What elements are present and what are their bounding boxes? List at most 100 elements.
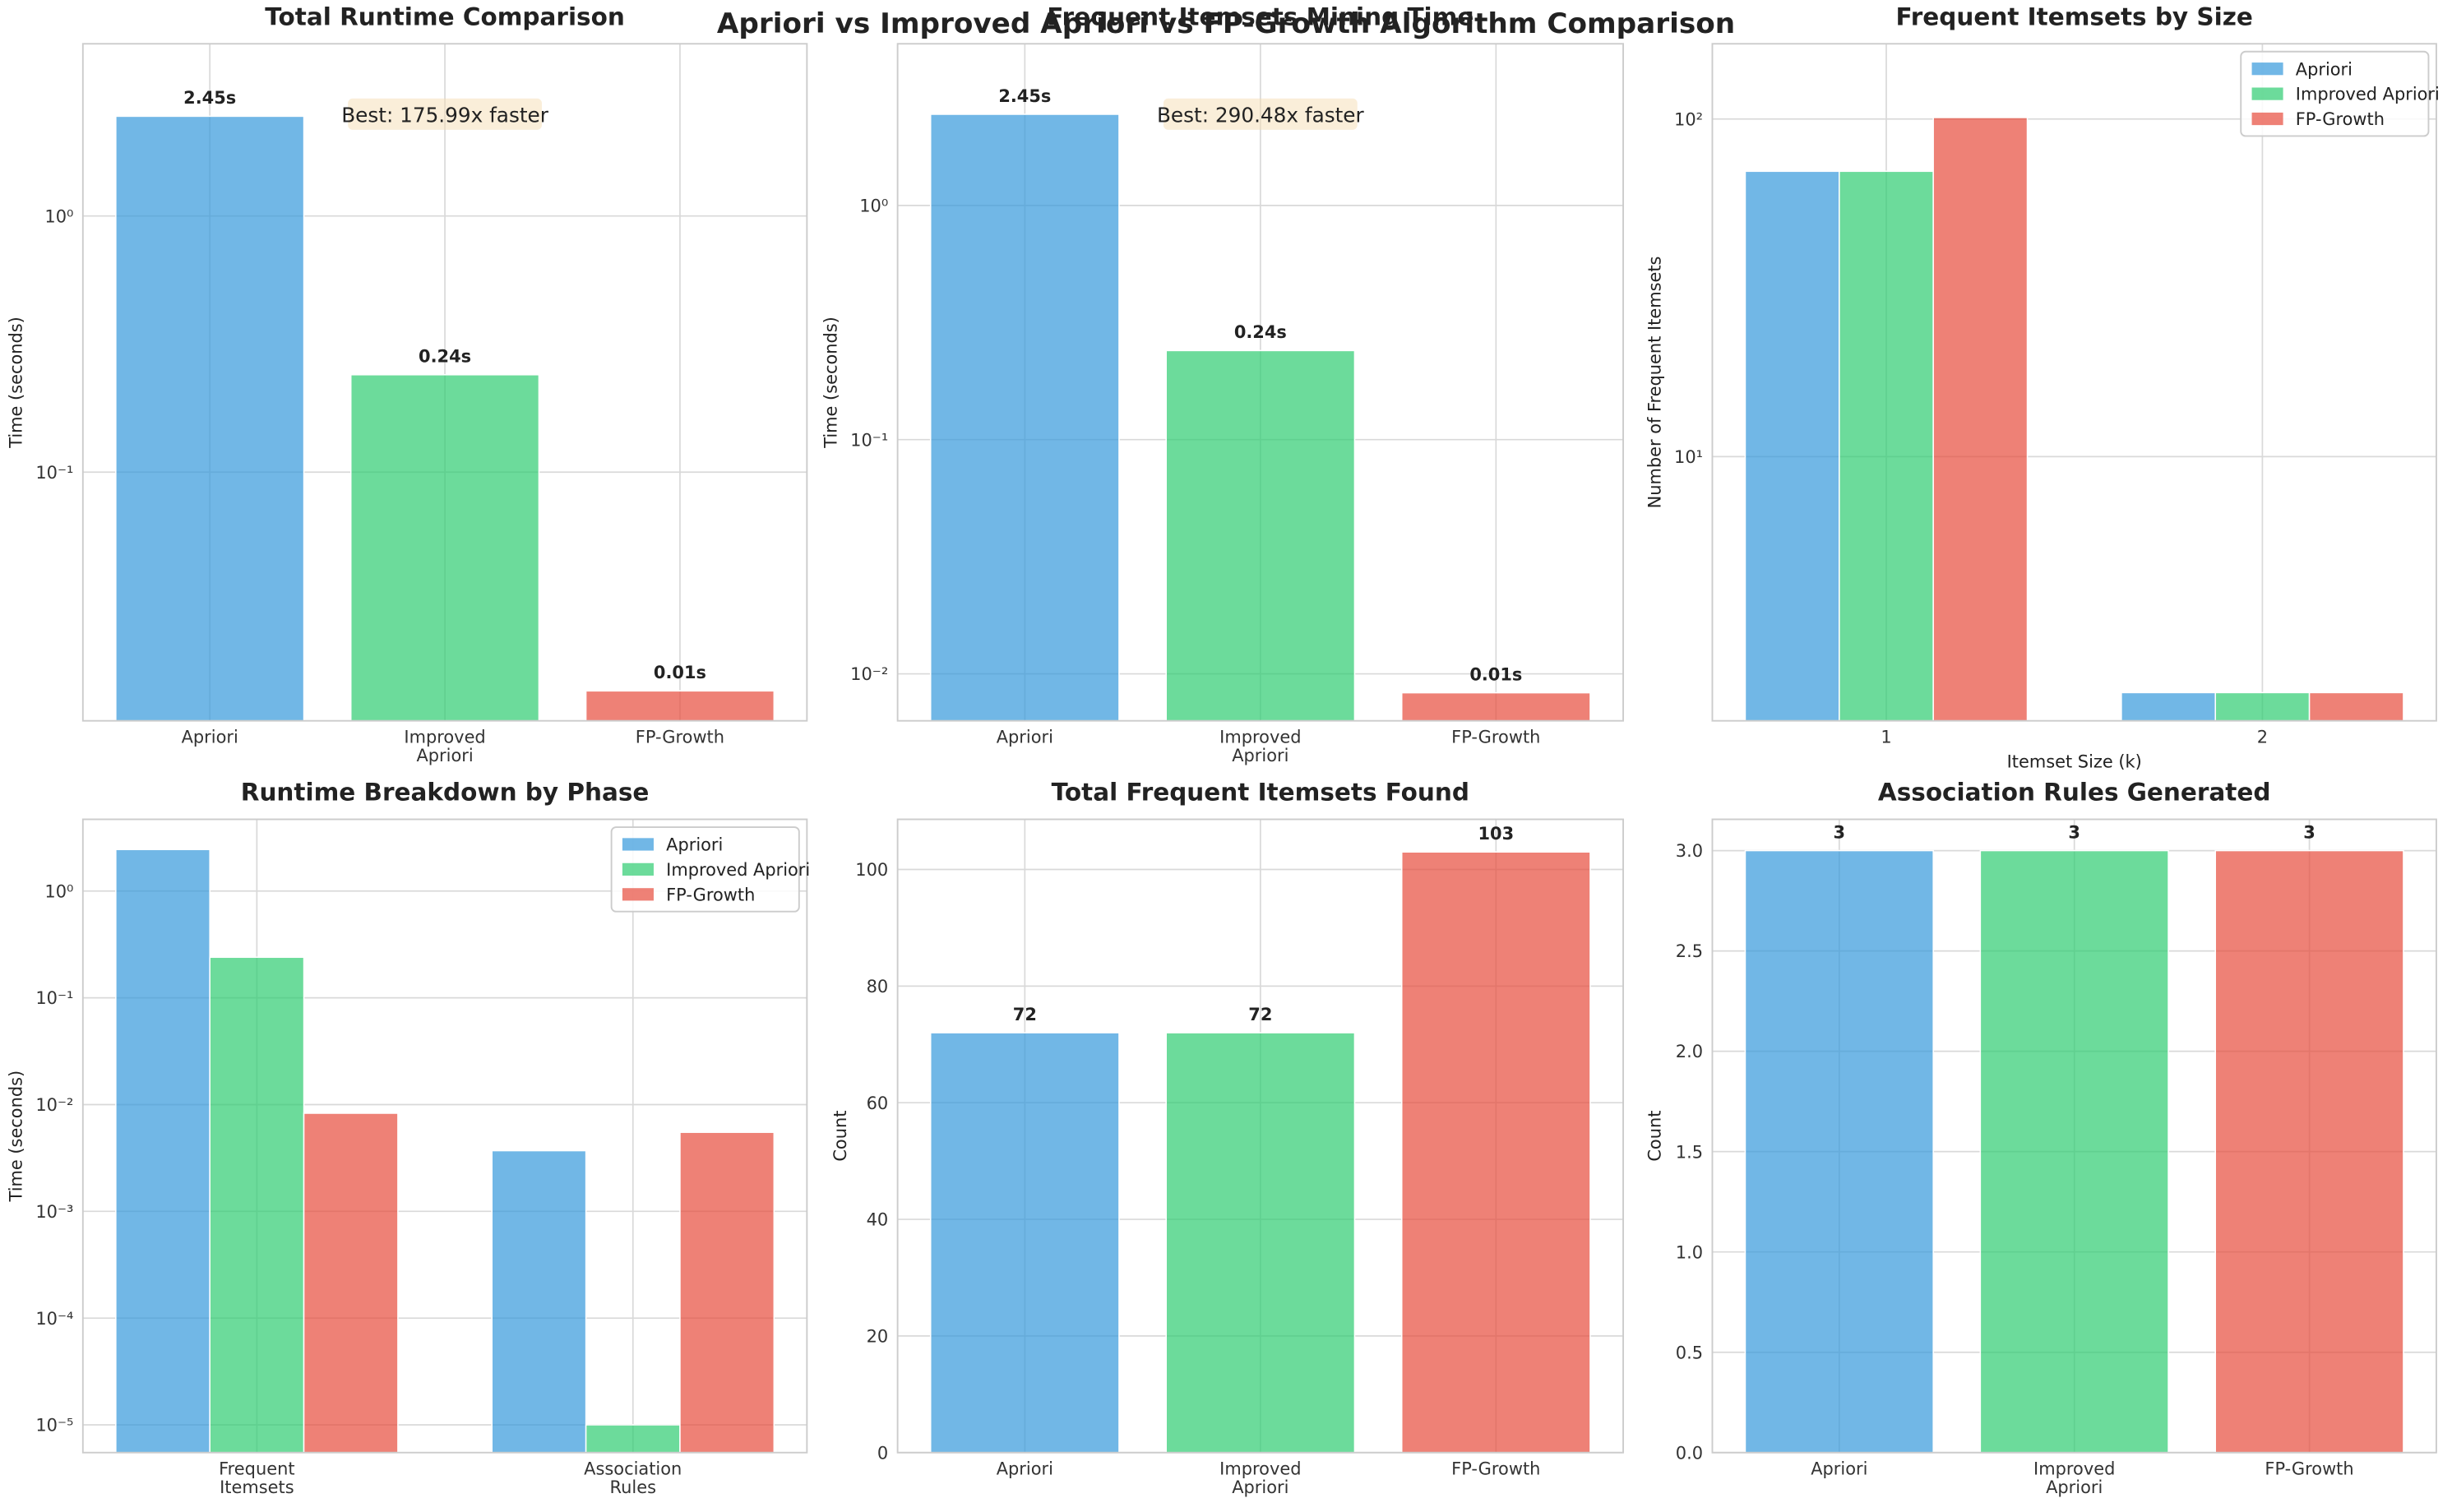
y-axis-label: Count xyxy=(1645,1111,1665,1162)
x-tick-text: 1 xyxy=(1881,728,1892,748)
value-label: 0.24s xyxy=(1234,322,1287,342)
bar xyxy=(2214,691,2311,722)
y-tick-label: 20 xyxy=(867,1326,889,1346)
value-label: 3 xyxy=(2068,822,2080,842)
y-tick-label: 0.0 xyxy=(1676,1443,1703,1463)
x-tick-text: Apriori xyxy=(996,728,1053,748)
axes-frame xyxy=(896,818,1624,1454)
y-tick-label: 10⁰ xyxy=(44,206,73,226)
legend-swatch xyxy=(622,862,654,876)
x-tick-label: Apriori xyxy=(181,728,238,748)
bar xyxy=(209,956,305,1454)
chart-title: Total Runtime Comparison xyxy=(265,2,625,30)
axes-frame xyxy=(81,818,808,1454)
bar xyxy=(2308,691,2404,722)
x-tick-label: FP-Growth xyxy=(635,728,725,748)
figure-title: Apriori vs Improved Apriori vs FP-Growth… xyxy=(717,7,1735,40)
annotation: Best: 290.48x faster xyxy=(1157,103,1365,127)
y-axis-label: Time (seconds) xyxy=(7,317,26,449)
x-tick-text: 2 xyxy=(2256,728,2269,748)
y-tick-label: 60 xyxy=(867,1094,889,1113)
y-tick-label: 2.0 xyxy=(1676,1042,1703,1061)
value-label: 0.01s xyxy=(654,663,706,682)
y-tick-label: 10² xyxy=(1674,109,1703,129)
y-axis-label: Time (seconds) xyxy=(7,1070,26,1203)
x-tick-text: Association Rules xyxy=(584,1460,682,1498)
y-tick-label: 10⁻⁴ xyxy=(35,1309,73,1329)
legend-label: Apriori xyxy=(666,835,723,855)
legend-label: Improved Apriori xyxy=(666,860,810,880)
x-tick-text: Frequent Itemsets xyxy=(219,1460,295,1498)
legend-label: FP-Growth xyxy=(2296,109,2385,129)
bar xyxy=(115,848,211,1454)
value-label: 72 xyxy=(1013,1005,1037,1024)
x-tick-text: Improved Apriori xyxy=(1219,728,1302,766)
bar xyxy=(585,690,775,722)
x-tick-label: Frequent Itemsets xyxy=(219,1460,295,1498)
x-tick-label: Apriori xyxy=(996,1460,1053,1480)
x-tick-text: FP-Growth xyxy=(635,728,725,748)
y-tick-label: 2.5 xyxy=(1676,941,1703,961)
value-label: 0.01s xyxy=(1469,664,1522,684)
y-tick-label: 40 xyxy=(867,1210,889,1230)
legend-label: FP-Growth xyxy=(666,885,755,904)
x-tick-text: Improved Apriori xyxy=(2033,1460,2116,1498)
bar xyxy=(679,1131,775,1454)
y-tick-label: 10⁻¹ xyxy=(35,463,73,483)
y-axis-label: Count xyxy=(830,1111,850,1162)
y-tick-label: 10¹ xyxy=(1674,447,1703,467)
bar xyxy=(1744,170,1840,722)
bar xyxy=(2214,849,2404,1454)
bar xyxy=(491,1149,587,1454)
y-tick-label: 0.5 xyxy=(1676,1343,1703,1362)
y-tick-label: 0 xyxy=(877,1443,888,1463)
x-axis-label: Itemset Size (k) xyxy=(2007,752,2142,772)
x-tick-label: Improved Apriori xyxy=(2033,1460,2116,1498)
annotation-box xyxy=(1163,98,1358,130)
legend-swatch xyxy=(622,838,654,851)
y-tick-label: 10⁻⁵ xyxy=(35,1416,73,1436)
x-tick-label: Apriori xyxy=(1811,1460,1867,1478)
value-label: 2.45s xyxy=(183,88,236,108)
bar xyxy=(1400,691,1591,722)
value-label: 3 xyxy=(2303,822,2316,842)
x-tick-text: FP-Growth xyxy=(1451,1460,1541,1480)
x-tick-label: FP-Growth xyxy=(1451,1460,1541,1480)
bar xyxy=(585,1424,681,1454)
bar xyxy=(1839,170,1934,722)
bar xyxy=(1932,117,2029,722)
bar xyxy=(1165,349,1356,722)
x-tick-label: FP-Growth xyxy=(1451,728,1541,748)
x-tick-label: 2 xyxy=(2256,728,2269,748)
legend-label: Apriori xyxy=(2296,59,2353,79)
x-tick-label: Improved Apriori xyxy=(404,728,485,765)
y-tick-label: 100 xyxy=(855,860,888,880)
x-tick-text: Apriori xyxy=(181,728,238,748)
annotation-box xyxy=(348,98,542,130)
annotation: Best: 175.99x faster xyxy=(341,103,549,127)
legend-box xyxy=(610,826,800,913)
x-tick-label: Improved Apriori xyxy=(1219,1460,1302,1498)
x-tick-text: FP-Growth xyxy=(1451,728,1541,748)
value-label: 0.24s xyxy=(419,347,471,367)
bar xyxy=(929,1032,1120,1454)
legend-box xyxy=(2240,50,2430,137)
y-tick-label: 80 xyxy=(867,977,889,996)
axes-frame xyxy=(1711,818,2437,1454)
x-tick-text: FP-Growth xyxy=(2265,1460,2354,1480)
y-tick-label: 1.5 xyxy=(1676,1142,1703,1162)
y-tick-label: 3.0 xyxy=(1676,841,1703,861)
x-tick-label: Apriori xyxy=(996,728,1053,748)
y-axis-label: Time (seconds) xyxy=(821,317,840,449)
x-tick-text: Apriori xyxy=(996,1460,1053,1480)
x-tick-label: 1 xyxy=(1881,728,1892,748)
legend-swatch xyxy=(2251,112,2283,126)
y-tick-label: 10⁻² xyxy=(850,664,888,684)
y-tick-label: 10⁻¹ xyxy=(35,988,73,1008)
legend-swatch xyxy=(2251,62,2283,76)
x-tick-label: FP-Growth xyxy=(2265,1460,2354,1480)
bar xyxy=(2121,691,2216,722)
x-tick-text: Improved Apriori xyxy=(1219,1460,1302,1498)
bar xyxy=(1979,849,2169,1454)
